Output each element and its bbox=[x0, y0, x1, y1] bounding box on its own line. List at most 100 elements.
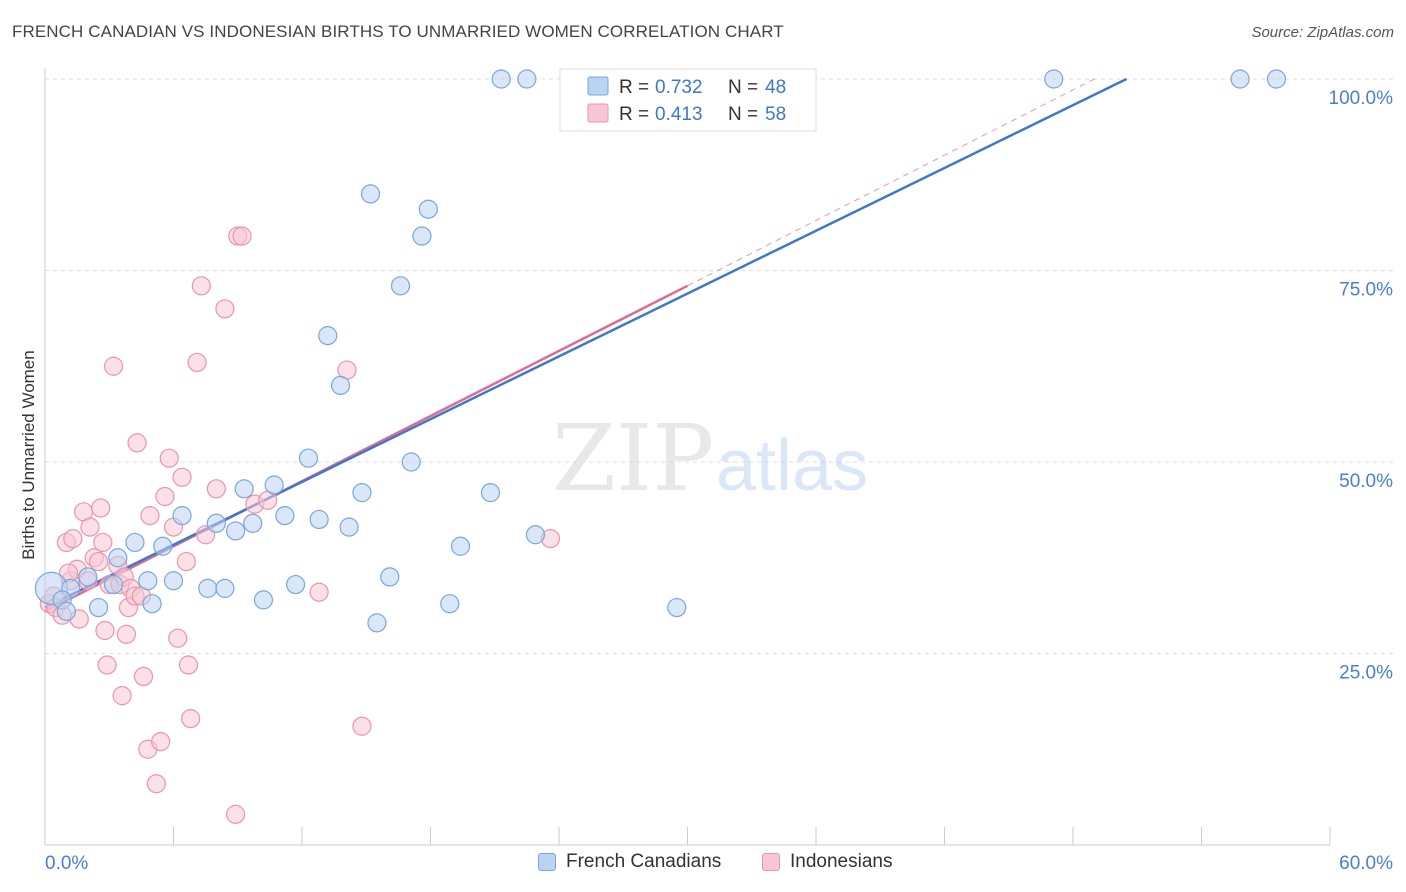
french-canadians-point bbox=[309, 509, 329, 530]
french-canadians-point bbox=[215, 578, 235, 598]
indonesians-point bbox=[181, 709, 201, 729]
french-canadians-point bbox=[450, 536, 471, 556]
x-tick-label-min: 0.0% bbox=[45, 853, 88, 874]
indonesians-point bbox=[172, 467, 192, 487]
french-canadians-point bbox=[172, 506, 192, 526]
indonesians-point bbox=[95, 620, 115, 641]
indonesians-point bbox=[187, 352, 207, 373]
french-canadians-point bbox=[525, 525, 546, 545]
chart-title: FRENCH CANADIAN VS INDONESIAN BIRTHS TO … bbox=[12, 22, 784, 41]
axes bbox=[44, 68, 1331, 846]
indonesians-point bbox=[140, 506, 160, 526]
indonesians-point bbox=[93, 532, 113, 553]
x-tick-labels: 0.0% 60.0% bbox=[45, 853, 1393, 874]
legend-item-indonesians: Indonesians bbox=[762, 851, 892, 873]
indonesians-point bbox=[80, 517, 100, 537]
french-canadians-point bbox=[198, 578, 218, 598]
indonesians-point bbox=[146, 774, 166, 794]
legend-n-value-blue: 48 bbox=[765, 77, 786, 98]
french-canadians-point bbox=[153, 536, 173, 556]
french-canadians-point bbox=[142, 594, 162, 614]
indonesians-trend-line bbox=[44, 284, 689, 613]
french-canadians-point bbox=[1044, 69, 1064, 89]
french-canadians-point bbox=[88, 597, 109, 618]
y-axis-label: Births to Unmarried Women bbox=[19, 350, 38, 559]
indonesians-point bbox=[178, 655, 199, 675]
legend-swatch-pink bbox=[587, 103, 609, 123]
indonesians-point bbox=[352, 716, 372, 736]
french-canadians-point bbox=[138, 571, 158, 591]
french-canadians-point bbox=[418, 199, 438, 219]
french-canadians-point bbox=[667, 597, 687, 618]
indonesians-point bbox=[206, 479, 226, 499]
y-tick-label: 25.0% bbox=[1339, 663, 1393, 684]
french-canadians-point bbox=[264, 475, 284, 495]
french-canadians-point bbox=[1266, 69, 1287, 89]
french-canadians-point bbox=[78, 567, 98, 587]
french-canadians-point bbox=[360, 184, 381, 204]
french-canadians-point bbox=[390, 276, 411, 296]
french-canadians-point bbox=[103, 574, 124, 595]
legend-r-value-pink: 0.413 bbox=[655, 104, 703, 125]
legend-r-label-blue: R = bbox=[619, 77, 649, 98]
x-tick-label-max: 60.0% bbox=[1339, 853, 1393, 874]
french-canadians-points bbox=[34, 69, 1287, 633]
indonesians-point bbox=[116, 624, 136, 644]
series-legend: French Canadians Indonesians bbox=[0, 851, 1406, 879]
indonesians-point bbox=[127, 433, 147, 453]
indonesians-point bbox=[91, 498, 111, 518]
y-tick-labels: 25.0% 50.0% 75.0% 100.0% bbox=[1329, 88, 1394, 684]
indonesians-point bbox=[226, 804, 246, 824]
gridlines bbox=[45, 78, 1395, 654]
legend-r-label-pink: R = bbox=[619, 104, 649, 125]
legend-swatch-french-canadians bbox=[538, 853, 556, 871]
french-canadians-point bbox=[517, 69, 537, 89]
indonesians-point bbox=[88, 551, 109, 572]
indonesians-point bbox=[112, 686, 132, 706]
legend-swatch-indonesians bbox=[762, 853, 780, 871]
indonesians-point bbox=[215, 299, 235, 319]
indonesians-point bbox=[176, 551, 196, 572]
french-canadians-point bbox=[285, 574, 306, 595]
source-label: Source: ZipAtlas.com bbox=[1251, 24, 1394, 41]
french-canadians-point bbox=[367, 613, 387, 633]
watermark: ZIP atlas bbox=[552, 405, 868, 512]
french-canadians-point bbox=[108, 548, 128, 568]
legend-swatch-blue bbox=[587, 76, 609, 96]
indonesians-points bbox=[39, 226, 561, 824]
french-canadians-point bbox=[491, 69, 511, 89]
indonesians-point bbox=[309, 582, 329, 602]
french-canadians-point bbox=[234, 479, 254, 499]
french-canadians-point bbox=[330, 375, 351, 395]
indonesians-point bbox=[159, 448, 179, 468]
indonesians-point bbox=[151, 731, 171, 752]
french-canadians-point bbox=[56, 601, 77, 621]
french-canadians-point bbox=[412, 226, 432, 246]
indonesians-point bbox=[232, 226, 252, 246]
watermark-zip: ZIP bbox=[552, 405, 714, 512]
legend-r-value-blue: 0.732 bbox=[655, 77, 703, 98]
french-canadians-point bbox=[253, 590, 274, 610]
french-canadians-point bbox=[352, 483, 372, 503]
french-canadians-point bbox=[380, 567, 400, 587]
french-canadians-point bbox=[163, 571, 184, 591]
legend-n-label-blue: N = bbox=[728, 77, 758, 98]
french-canadians-point bbox=[206, 513, 226, 533]
indonesians-point bbox=[133, 666, 154, 687]
indonesians-point bbox=[168, 628, 188, 648]
french-canadians-point bbox=[125, 532, 145, 553]
french-canadians-point bbox=[226, 521, 246, 541]
y-tick-label: 50.0% bbox=[1339, 471, 1393, 492]
trend-lines bbox=[44, 77, 1128, 613]
french-canadians-point bbox=[298, 448, 319, 468]
french-canadians-trend-line bbox=[44, 77, 1128, 609]
french-canadians-point bbox=[401, 452, 421, 472]
french-canadians-point bbox=[440, 594, 460, 614]
legend-label-french-canadians: French Canadians bbox=[566, 851, 722, 872]
french-canadians-point bbox=[1230, 69, 1250, 89]
french-canadians-point bbox=[339, 517, 359, 537]
y-tick-label: 75.0% bbox=[1339, 280, 1393, 301]
legend-label-indonesians: Indonesians bbox=[790, 851, 893, 872]
french-canadians-point bbox=[243, 513, 263, 533]
